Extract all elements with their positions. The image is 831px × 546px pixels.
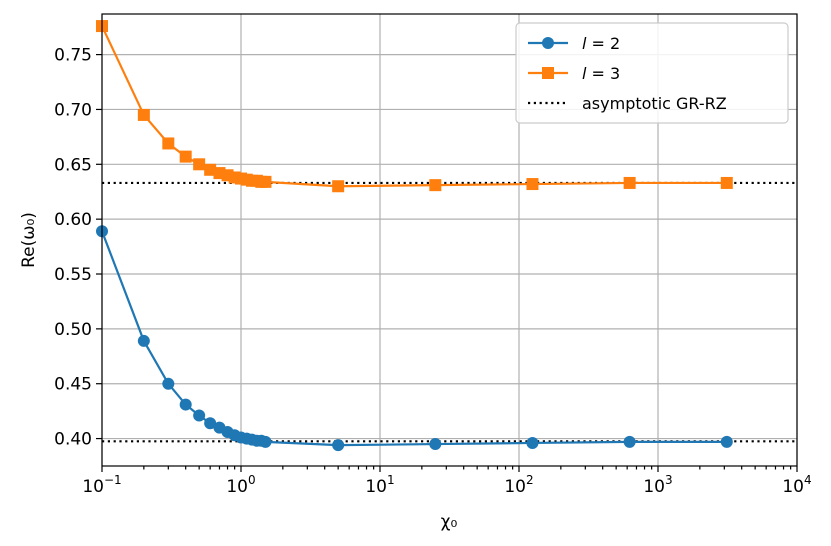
data-point [332,439,345,452]
data-point [137,334,150,347]
x-tick-label: 104 [782,473,811,497]
legend-marker [542,67,554,79]
data-point [429,179,442,192]
data-point [623,435,636,448]
y-tick-label: 0.75 [54,46,92,66]
data-point [137,108,150,121]
data-point [204,417,217,430]
legend: l = 2 l = 3 asymptotic GR-RZ [515,22,789,124]
series-1 [96,225,733,452]
plot-frame [101,13,798,467]
y-tick-label: 0.45 [54,375,92,395]
legend-item: asymptotic GR-RZ [528,94,727,113]
legend-label: asymptotic GR-RZ [582,94,727,113]
legend-label: l = 2 [582,34,620,53]
y-tick-label: 0.55 [54,265,92,285]
data-point [526,436,539,449]
y-tick-label: 0.65 [54,155,92,175]
legend-item: l = 2 [528,34,620,53]
y-axis-label: Re(ω₀) [19,212,39,268]
x-tick-label: 10−1 [82,473,121,497]
data-point [193,158,206,171]
series-2 [96,20,733,193]
y-tick-label: 0.40 [54,430,92,450]
data-point [162,137,175,150]
legend-item: l = 3 [528,64,620,83]
data-point [162,377,175,390]
data-point [193,409,206,422]
data-point [179,150,192,163]
x-tick-label: 101 [365,473,394,497]
x-tick-label: 102 [504,473,533,497]
data-point [623,176,636,189]
data-point [332,180,345,193]
data-point [526,178,539,191]
y-tick-label: 0.60 [54,210,92,230]
data-point [179,398,192,411]
legend-label: l = 3 [582,64,620,83]
grid-layer [101,14,798,466]
legend-box [515,22,789,124]
legend-marker [542,37,554,49]
x-axis-label: χ₀ [441,512,458,532]
data-point [259,175,272,188]
axis-labels: χ₀ Re(ω₀) [19,212,457,532]
series-layer [96,20,733,452]
y-tick-label: 0.70 [54,100,92,120]
y-tick-label: 0.50 [54,320,92,340]
data-point [259,435,272,448]
x-tick-label: 103 [643,473,672,497]
tick-layer: 10−1 100 101 102 103 104 0.40 0.45 0.50 0.55 0.60 0… [54,46,812,497]
data-point [429,438,442,451]
x-tick-label: 100 [226,473,255,497]
data-point [720,176,733,189]
data-point [720,435,733,448]
data-point [204,163,217,176]
